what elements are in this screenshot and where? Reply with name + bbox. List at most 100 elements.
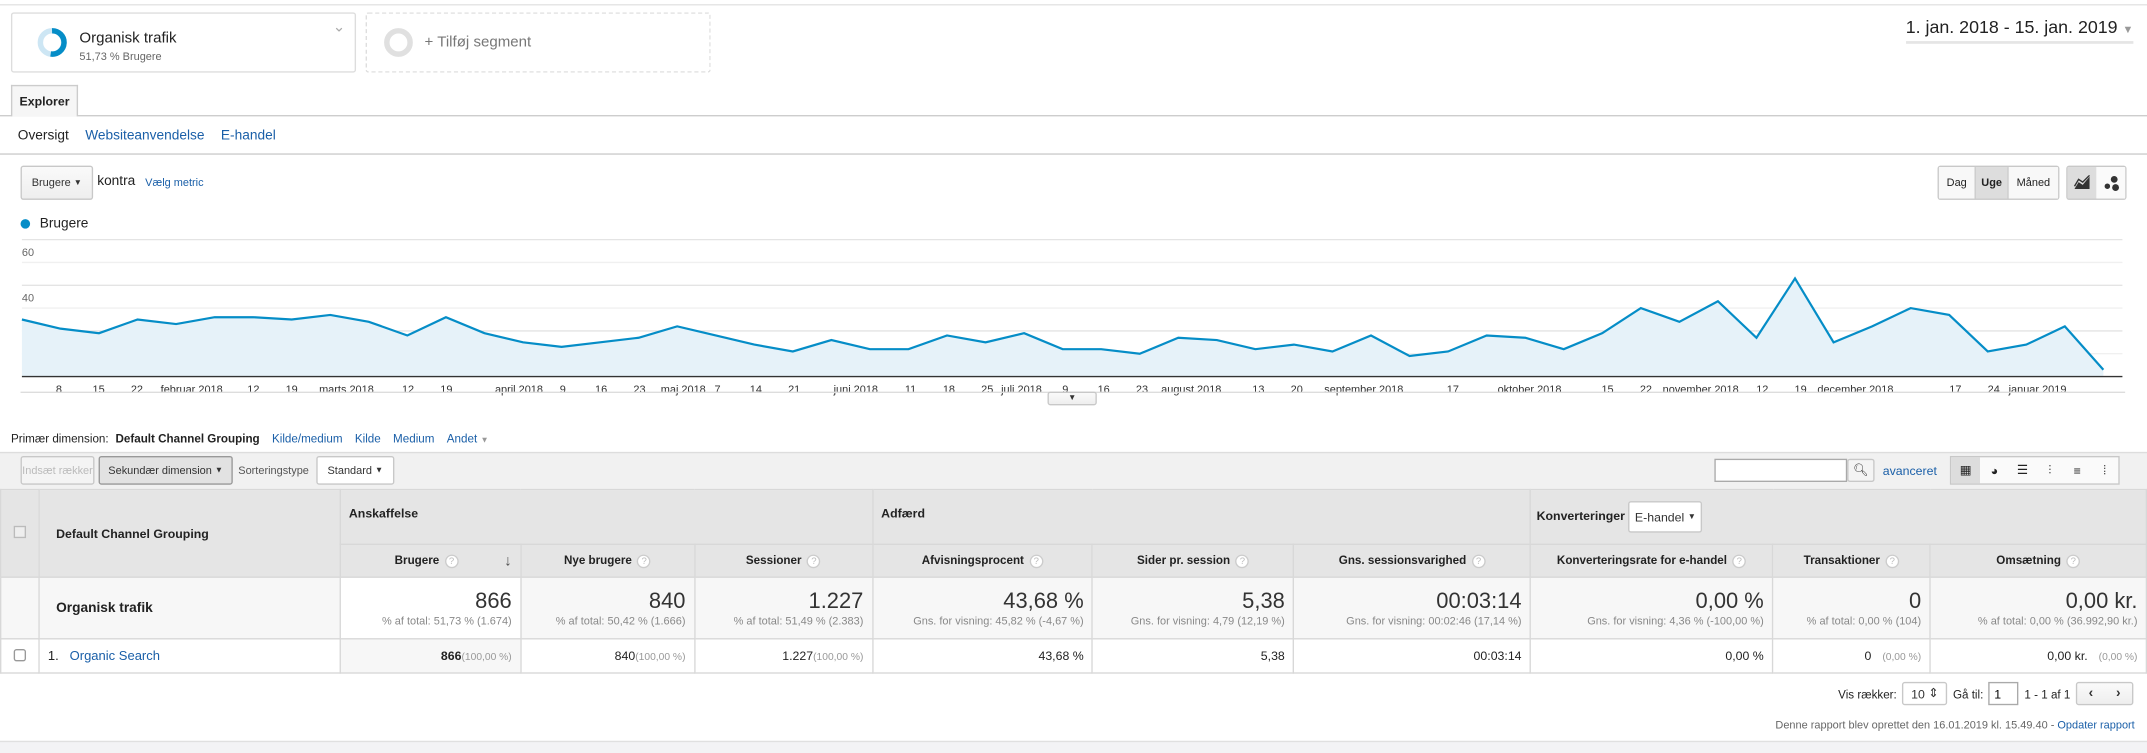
granularity-maaned[interactable]: Måned xyxy=(2008,167,2059,199)
column-header[interactable]: Omsætning? xyxy=(1929,543,2147,578)
dimension-medium[interactable]: Medium xyxy=(393,431,435,446)
subtab-websiteanvendelse[interactable]: Websiteanvendelse xyxy=(85,128,205,144)
x-tick-label: 17 xyxy=(1447,384,1459,396)
help-icon[interactable]: ? xyxy=(1235,554,1250,569)
table-view-icon[interactable]: ▦ xyxy=(1951,457,1981,484)
report-footer: Denne rapport blev oprettet den 16.01.20… xyxy=(1775,719,2134,731)
dimension-header[interactable]: Default Channel Grouping xyxy=(38,488,341,578)
total-sub: Gns. for visning: 4,79 (12,19 %) xyxy=(1130,614,1285,627)
subtab-e-handel[interactable]: E-handel xyxy=(220,128,276,144)
cell-percent: (0,00 %) xyxy=(1882,650,1922,663)
rows-per-page-value: 10 xyxy=(1911,686,1925,701)
date-range-picker[interactable]: 1. jan. 2018 - 15. jan. 2019 ▼ xyxy=(1905,16,2134,44)
choose-metric-link[interactable]: Vælg metric xyxy=(145,176,204,189)
x-tick-label: 13 xyxy=(1252,384,1264,396)
column-header-label: Afvisningsprocent xyxy=(921,553,1024,567)
row-checkbox[interactable] xyxy=(13,648,26,661)
column-header[interactable]: Konverteringsrate for e-handel? xyxy=(1529,543,1774,578)
granularity-dag[interactable]: Dag xyxy=(1938,167,1975,199)
column-header[interactable]: Brugere? ↓ xyxy=(339,543,522,578)
insert-rows-button[interactable]: Indsæt rækker xyxy=(20,455,95,485)
metric-select[interactable]: Brugere ▼ xyxy=(20,165,94,200)
x-tick-label: august 2018 xyxy=(1161,384,1221,396)
comparison-view-icon[interactable]: ⫶ xyxy=(2048,462,2052,477)
add-segment-label: + Tilføj segment xyxy=(424,34,532,51)
column-header[interactable]: Gns. sessionsvarighed? xyxy=(1293,543,1532,578)
column-header-label: Konverteringsrate for e-handel xyxy=(1556,553,1728,567)
total-value: 1.227 xyxy=(808,589,864,613)
conversion-select[interactable]: E-handel ▼ xyxy=(1628,501,1703,533)
pie-view-icon[interactable]: ◕ xyxy=(1990,463,1999,478)
group-konverteringer: Konverteringer xyxy=(1536,509,1625,523)
total-sub: % af total: 0,00 % (36.992,90 kr.) xyxy=(1977,614,2138,627)
dimension-kilde[interactable]: Kilde xyxy=(354,431,381,446)
segment-donut-icon xyxy=(37,28,67,57)
line-chart-icon[interactable] xyxy=(2067,167,2097,199)
secondary-dimension-label: Sekundær dimension xyxy=(108,464,212,477)
sort-desc-arrow-icon[interactable]: ↓ xyxy=(504,552,512,569)
pivot-view-icon[interactable]: ⦙ xyxy=(2103,462,2107,477)
dimension-kilde-medium[interactable]: Kilde/medium xyxy=(271,431,343,446)
column-header[interactable]: Transaktioner? xyxy=(1771,543,1931,578)
x-tick-label: 24 xyxy=(1988,384,2000,396)
y-tick-label: 40 xyxy=(22,293,34,305)
x-tick-label: maj 2018 xyxy=(661,384,706,396)
x-tick-label: 19 xyxy=(1795,384,1807,396)
total-value: 840 xyxy=(648,589,686,613)
help-icon[interactable]: ? xyxy=(1029,554,1044,569)
sort-type-select[interactable]: Standard ▼ xyxy=(316,455,395,485)
column-header[interactable]: Nye brugere? xyxy=(519,543,696,578)
chevron-down-icon[interactable]: ⌄ xyxy=(332,19,346,36)
dimension-andet[interactable]: Andet ▼ xyxy=(446,431,489,446)
x-tick-label: oktober 2018 xyxy=(1498,384,1562,396)
subtab-oversigt[interactable]: Oversigt xyxy=(17,128,69,144)
x-tick-label: april 2018 xyxy=(495,384,543,396)
data-table: Default Channel Grouping Anskaffelse Adf… xyxy=(0,488,2147,674)
column-header[interactable]: Sessioner? xyxy=(693,543,873,578)
total-value: 0 xyxy=(1908,589,1922,613)
motion-chart-icon[interactable] xyxy=(2096,167,2126,199)
prev-page-button[interactable]: ‹ xyxy=(2088,686,2094,702)
legend-label: Brugere xyxy=(39,216,89,232)
performance-view-icon[interactable]: ☰ xyxy=(2016,462,2028,477)
add-segment-button[interactable]: + Tilføj segment xyxy=(365,12,711,73)
term-cloud-view-icon[interactable]: ≡ xyxy=(2073,463,2081,478)
granularity-uge[interactable]: Uge xyxy=(1974,167,2009,199)
sort-type-label: Sorteringstype xyxy=(238,464,309,477)
dimension-default-channel-grouping[interactable]: Default Channel Grouping xyxy=(115,431,260,446)
column-header-label: Omsætning xyxy=(1996,553,2061,567)
help-icon[interactable]: ? xyxy=(1471,554,1486,569)
x-tick-label: 9 xyxy=(1062,384,1068,396)
refresh-report-link[interactable]: Opdater rapport xyxy=(2057,718,2135,732)
next-page-button[interactable]: › xyxy=(2116,686,2121,702)
rows-per-page-select[interactable]: 10 ⇕ xyxy=(1902,681,1948,706)
secondary-dimension-select[interactable]: Sekundær dimension ▼ xyxy=(98,455,233,485)
x-tick-label: juni 2018 xyxy=(833,384,878,396)
column-header[interactable]: Sider pr. session? xyxy=(1091,543,1295,578)
search-icon[interactable]: 🔍︎ xyxy=(1847,458,1875,482)
table-search-input[interactable] xyxy=(1714,458,1848,482)
help-icon[interactable]: ? xyxy=(2066,554,2081,569)
advanced-filter-link[interactable]: avanceret xyxy=(1882,464,1937,478)
users-line-chart: 20 40 60 8 15 22 februar 2018 12 19 marts 2018 12 1… xyxy=(21,238,2123,396)
total-value: 0,00 % xyxy=(1695,589,1764,613)
cell-value: 1.227 xyxy=(782,649,814,663)
chart-collapse-handle[interactable]: ▼ xyxy=(1047,391,1097,406)
row-dimension-link[interactable]: Organic Search xyxy=(69,648,161,664)
rows-per-page-label: Vis rækker: xyxy=(1838,686,1897,701)
segment-organisk-trafik[interactable]: Organisk trafik 51,73 % Brugere ⌄ xyxy=(10,12,357,73)
goto-page-input[interactable] xyxy=(1988,681,2019,706)
select-all-checkbox[interactable] xyxy=(13,525,26,539)
help-icon[interactable]: ? xyxy=(1885,554,1900,569)
andet-label: Andet xyxy=(446,431,478,446)
segment-sub: 51,73 % Brugere xyxy=(79,50,162,63)
help-icon[interactable]: ? xyxy=(1732,554,1747,569)
help-icon[interactable]: ? xyxy=(444,553,459,568)
tab-explorer[interactable]: Explorer xyxy=(10,84,79,117)
conversion-select-value: E-handel xyxy=(1634,510,1685,524)
cell-value: 0,00 kr. xyxy=(2047,649,2088,663)
x-tick-label: september 2018 xyxy=(1324,384,1403,396)
help-icon[interactable]: ? xyxy=(807,554,821,569)
help-icon[interactable]: ? xyxy=(637,554,652,569)
column-header[interactable]: Afvisningsprocent? xyxy=(871,543,1094,578)
